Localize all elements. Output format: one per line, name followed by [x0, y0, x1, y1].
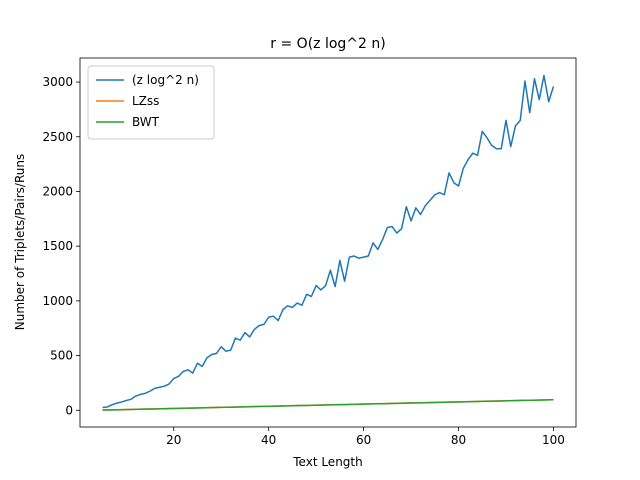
- y-tick-label: 2500: [42, 130, 73, 144]
- legend-label: BWT: [132, 115, 160, 129]
- legend-label: LZss: [132, 94, 159, 108]
- x-tick-label: 60: [356, 433, 371, 447]
- x-axis-label: Text Length: [292, 455, 362, 469]
- y-tick-label: 0: [65, 403, 73, 417]
- axes-frame: [79, 57, 577, 428]
- x-tick-label: 100: [542, 433, 565, 447]
- line-series: [102, 399, 554, 411]
- y-tick-label: 3000: [42, 75, 73, 89]
- y-tick-label: 1500: [42, 239, 73, 253]
- x-tick-label: 20: [166, 433, 181, 447]
- y-axis-label: Number of Triplets/Pairs/Runs: [13, 154, 27, 330]
- legend-label: (z log^2 n): [132, 73, 199, 87]
- y-tick-label: 500: [50, 349, 73, 363]
- x-tick-label: 40: [261, 433, 276, 447]
- x-tick-label: 80: [451, 433, 466, 447]
- line-series: [102, 74, 555, 409]
- y-tick-label: 2000: [42, 184, 73, 198]
- chart-title: r = O(z log^2 n): [270, 36, 385, 52]
- y-tick-label: 1000: [42, 294, 73, 308]
- legend-box: [87, 65, 215, 140]
